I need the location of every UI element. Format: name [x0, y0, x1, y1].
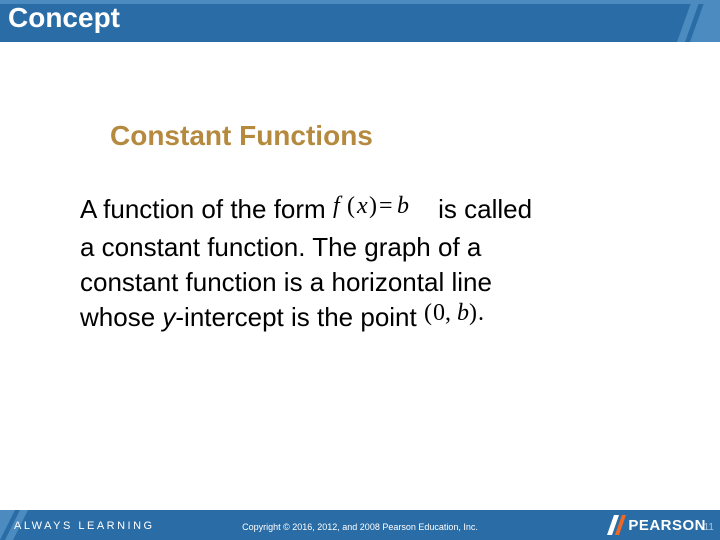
svg-text:f: f: [333, 193, 343, 219]
body-line4-mid: -intercept is the point: [175, 302, 424, 332]
header-bar: Concept: [0, 0, 720, 42]
body-line1-before: A function of the form: [80, 194, 333, 224]
svg-text:,: ,: [445, 300, 451, 326]
svg-text:.: .: [478, 300, 484, 326]
body-line2: a constant function. The graph of a: [80, 232, 481, 262]
svg-text:): ): [469, 300, 477, 326]
body-paragraph: A function of the form f(x)=b is called …: [80, 192, 640, 338]
svg-text:=: =: [379, 193, 393, 219]
page-number: 11: [704, 522, 714, 533]
svg-text:0: 0: [433, 300, 445, 326]
svg-text:(: (: [347, 193, 355, 219]
body-y-italic: y: [162, 302, 175, 332]
svg-text:x: x: [356, 193, 368, 219]
svg-text:b: b: [457, 300, 469, 326]
svg-text:(: (: [424, 300, 432, 326]
formula-point-0-b: (0,b).: [424, 300, 494, 337]
pearson-text: PEARSON: [628, 517, 706, 534]
body-line1-after: is called: [431, 194, 532, 224]
slide: Concept Constant Functions A function of…: [0, 0, 720, 540]
pearson-slash-icon: [606, 514, 626, 536]
subtitle: Constant Functions: [110, 120, 373, 152]
body-line3: constant function is a horizontal line: [80, 267, 492, 297]
header-title: Concept: [8, 2, 120, 34]
formula-fx-equals-b: f(x)=b: [333, 193, 431, 230]
body-line4-before: whose: [80, 302, 162, 332]
footer: ALWAYS LEARNING Copyright © 2016, 2012, …: [0, 510, 720, 540]
svg-text:b: b: [397, 193, 409, 219]
subtitle-text: Constant Functions: [110, 120, 373, 151]
pearson-logo: PEARSON: [606, 514, 706, 536]
svg-text:): ): [369, 193, 377, 219]
